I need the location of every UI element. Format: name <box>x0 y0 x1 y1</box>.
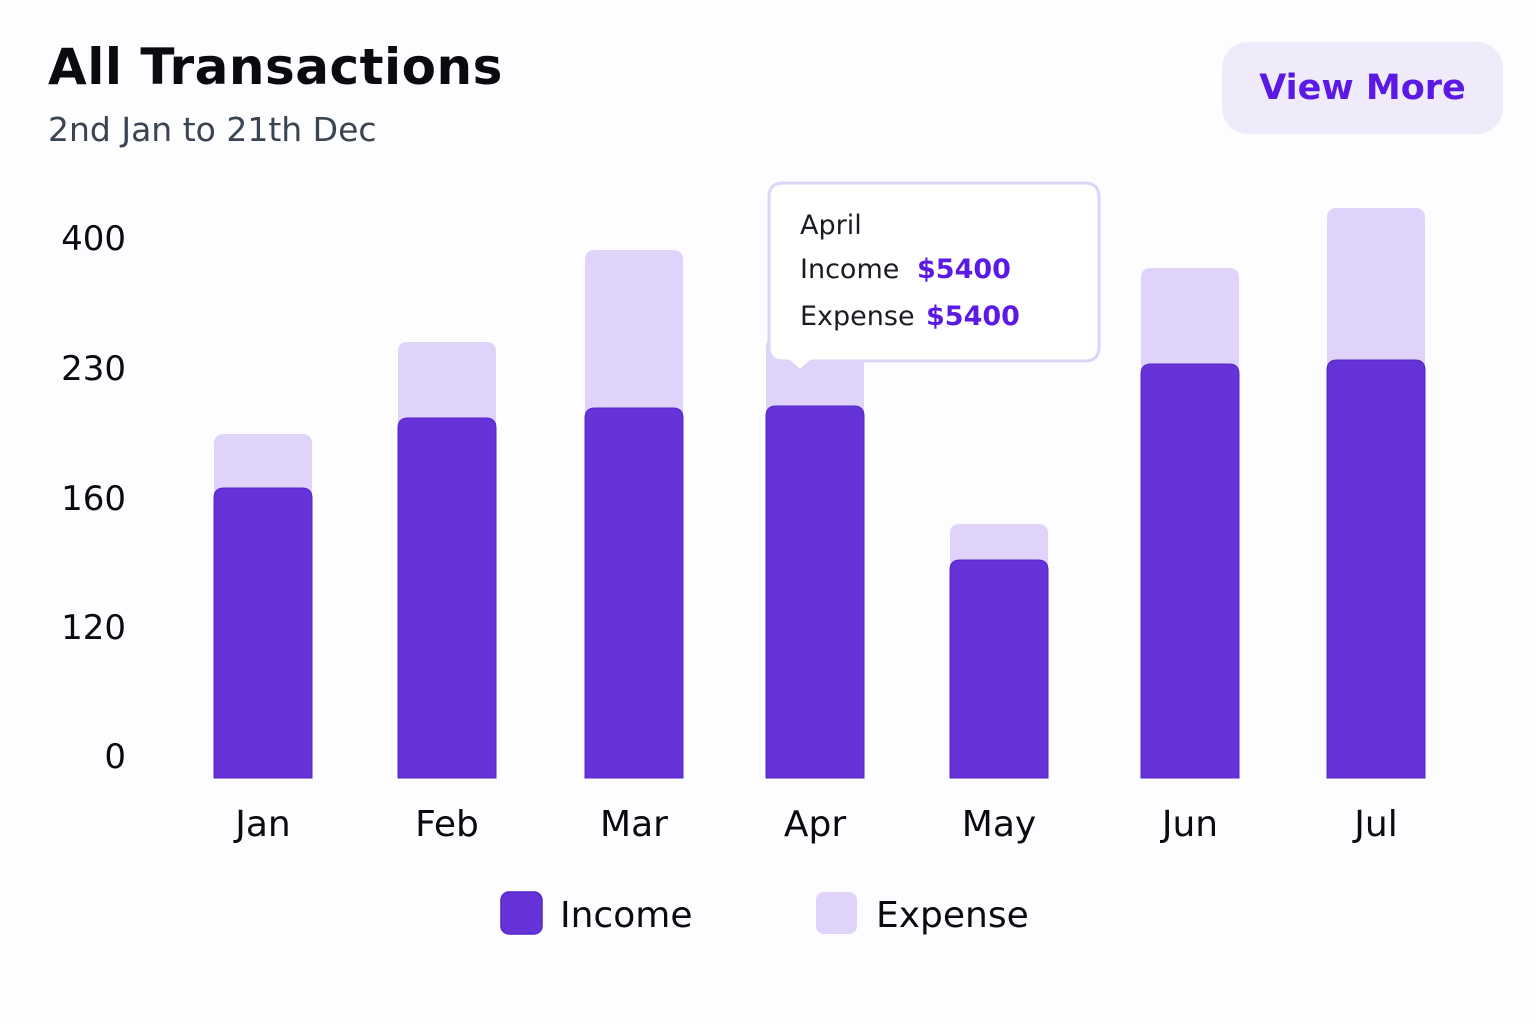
x-tick-label: Mar <box>600 804 668 845</box>
x-tick-label: May <box>962 804 1036 845</box>
income-bar[interactable] <box>949 559 1049 779</box>
bar-group-may[interactable] <box>949 524 1049 779</box>
bar-group-apr[interactable] <box>765 338 865 779</box>
view-more-button[interactable]: View More <box>1222 42 1503 134</box>
income-bar[interactable] <box>584 407 684 779</box>
income-bar[interactable] <box>397 417 497 779</box>
bar-group-jun[interactable] <box>1140 268 1240 779</box>
bar-group-feb[interactable] <box>397 342 497 779</box>
x-axis: Jan Feb Mar Apr May Jun Jul <box>233 804 1397 845</box>
x-tick-label: Feb <box>415 804 479 845</box>
legend-swatch <box>816 892 857 934</box>
income-bar[interactable] <box>765 405 865 779</box>
x-tick-label: Jan <box>233 804 291 845</box>
y-tick-label: 160 <box>61 479 126 519</box>
bar-group-jul[interactable] <box>1326 208 1426 779</box>
y-tick-label: 400 <box>61 219 126 259</box>
date-range-subtitle: 2nd Jan to 21th Dec <box>48 110 377 149</box>
legend-item-income[interactable]: Income <box>500 891 692 936</box>
legend: Income Expense <box>500 891 1029 936</box>
bar-group-jan[interactable] <box>213 434 313 779</box>
income-bar[interactable] <box>1140 363 1240 779</box>
page-title: All Transactions <box>48 38 503 96</box>
y-tick-label: 120 <box>61 608 126 648</box>
tooltip-row-value: $5400 <box>926 301 1020 332</box>
legend-item-expense[interactable]: Expense <box>816 892 1029 936</box>
y-tick-label: 230 <box>61 349 126 389</box>
tooltip-row-label: Income <box>800 254 899 285</box>
tooltip-row-label: Expense <box>800 301 915 332</box>
x-tick-label: Jun <box>1160 804 1218 845</box>
bars <box>213 208 1426 779</box>
income-bar[interactable] <box>1326 359 1426 779</box>
y-tick-label: 0 <box>104 737 126 777</box>
x-tick-label: Apr <box>784 804 846 845</box>
legend-label: Income <box>560 895 692 936</box>
legend-label: Expense <box>876 895 1029 936</box>
tooltip-title: April <box>800 210 862 241</box>
tooltip-box <box>767 181 1101 374</box>
tooltip-row-value: $5400 <box>917 254 1011 285</box>
y-axis: 0 120 160 230 400 <box>61 219 126 777</box>
x-tick-label: Jul <box>1352 804 1397 845</box>
bar-group-mar[interactable] <box>584 250 684 779</box>
income-bar[interactable] <box>213 487 313 779</box>
legend-swatch <box>500 891 543 935</box>
